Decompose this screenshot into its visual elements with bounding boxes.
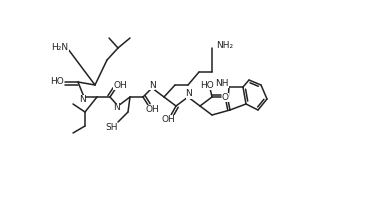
Text: OH: OH (145, 104, 159, 114)
Text: O: O (222, 92, 228, 102)
Text: HO: HO (200, 80, 214, 90)
Text: OH: OH (161, 114, 175, 123)
Text: H₂N: H₂N (51, 44, 68, 52)
Text: NH: NH (215, 78, 229, 88)
Text: HO: HO (50, 77, 64, 86)
Text: N: N (79, 95, 85, 104)
Text: N: N (114, 104, 120, 112)
Text: N: N (186, 90, 192, 98)
Text: SH: SH (106, 122, 118, 132)
Text: NH₂: NH₂ (216, 40, 233, 49)
Text: OH: OH (113, 80, 127, 90)
Text: N: N (149, 80, 155, 90)
